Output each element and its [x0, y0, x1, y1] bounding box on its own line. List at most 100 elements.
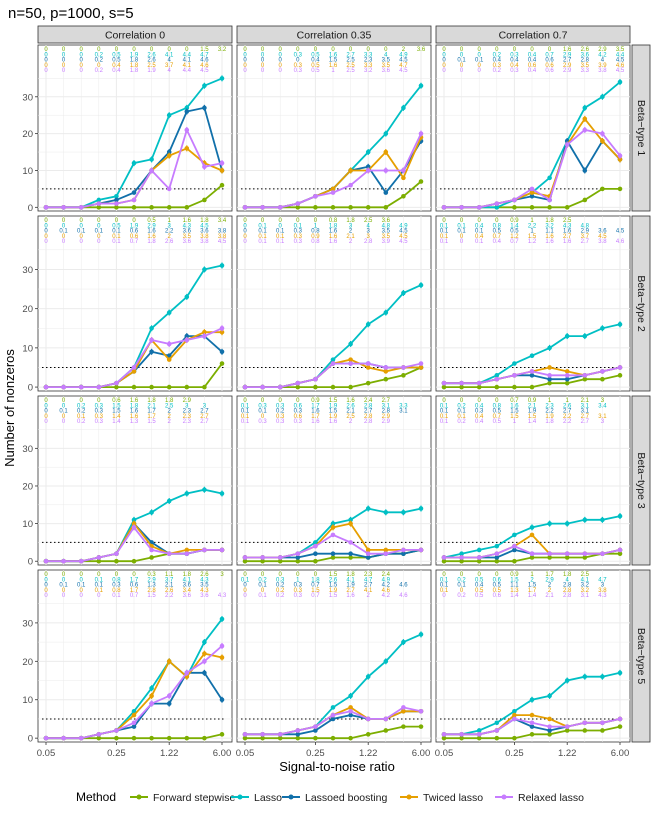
count-label: 0	[80, 223, 84, 229]
data-point	[365, 205, 371, 210]
count-label: 0	[279, 68, 283, 74]
count-label: 3.3	[364, 52, 373, 58]
count-label: 1.9	[147, 68, 156, 74]
legend-title: Method	[76, 790, 116, 804]
data-point	[295, 551, 301, 557]
count-label: 3.1	[382, 403, 391, 409]
data-point	[441, 205, 447, 210]
count-label: 3.5	[183, 234, 192, 240]
strip-label-col-2: Correlation 0.7	[499, 30, 568, 42]
count-label: 1.5	[200, 47, 209, 53]
data-point	[441, 384, 447, 390]
count-label: 0.1	[475, 58, 484, 64]
count-label: 0.4	[510, 58, 519, 64]
data-point	[564, 551, 570, 557]
count-label: 0	[261, 398, 265, 404]
count-label: 3	[220, 572, 224, 578]
count-label: 0.5	[493, 588, 502, 594]
data-point	[131, 205, 137, 210]
data-point	[512, 384, 517, 390]
data-point	[494, 551, 500, 557]
count-label: 0	[44, 583, 48, 589]
count-label: 0	[80, 577, 84, 583]
data-point	[401, 193, 406, 199]
data-point	[494, 558, 500, 564]
count-label: 2.9	[147, 577, 156, 583]
count-label: 0	[442, 218, 446, 224]
count-label: 3.8	[598, 588, 607, 594]
count-label: 0	[44, 572, 48, 578]
data-point	[166, 310, 172, 315]
count-label: 0	[80, 47, 84, 53]
data-point	[547, 551, 552, 557]
count-label: 0	[62, 234, 66, 240]
count-label: 1.6	[130, 414, 139, 420]
data-point	[582, 105, 588, 111]
count-label: 4.6	[616, 63, 625, 69]
data-point	[295, 205, 301, 210]
data-point	[114, 735, 119, 741]
count-label: 0.1	[276, 234, 285, 240]
count-label: 0	[44, 419, 48, 425]
count-label: 1.7	[311, 403, 320, 409]
data-point	[313, 724, 318, 729]
count-label: 0.2	[77, 403, 86, 409]
count-label: 0	[314, 218, 318, 224]
data-point	[260, 384, 265, 390]
data-point	[401, 105, 406, 111]
count-label: 4.5	[616, 229, 625, 235]
data-point	[166, 205, 172, 210]
data-point	[348, 735, 353, 741]
data-point	[547, 373, 552, 378]
count-label: 4.7	[399, 63, 408, 69]
data-point	[149, 701, 154, 706]
data-point	[365, 547, 371, 553]
count-label: 0.1	[440, 403, 449, 409]
data-point	[459, 380, 464, 386]
count-label: 3.5	[382, 234, 391, 240]
count-label: 0.1	[440, 239, 449, 245]
count-label: 2.1	[165, 583, 174, 589]
data-point	[43, 735, 49, 741]
data-point	[313, 540, 318, 545]
count-label: 0	[44, 229, 48, 235]
count-label: 2.9	[147, 223, 156, 229]
count-label: 0	[62, 572, 66, 578]
count-label: 0.5	[493, 409, 502, 415]
count-label: 3.6	[382, 218, 391, 224]
data-point	[348, 205, 353, 210]
count-label: 2.6	[563, 403, 572, 409]
data-point	[582, 674, 588, 679]
data-point	[348, 182, 353, 188]
count-label: 1.4	[112, 414, 121, 420]
count-label: 1.7	[147, 414, 156, 420]
count-label: 4.6	[200, 63, 209, 69]
data-point	[61, 558, 66, 564]
count-label: 0.8	[311, 239, 320, 245]
data-point	[494, 555, 500, 560]
count-label: 2.8	[581, 58, 590, 64]
data-point	[149, 205, 154, 210]
count-label: 0	[97, 234, 101, 240]
count-label: 2.3	[364, 58, 373, 64]
data-point	[219, 168, 225, 173]
count-label: 1	[548, 398, 552, 404]
count-label: 2.8	[563, 593, 572, 599]
data-point	[459, 555, 464, 560]
data-point	[219, 349, 225, 355]
count-label: 1.7	[545, 572, 554, 578]
data-point	[277, 555, 283, 560]
count-label: 0.6	[493, 593, 502, 599]
count-label: 1.5	[510, 577, 519, 583]
count-label: 0	[243, 239, 247, 245]
data-point	[418, 724, 424, 729]
count-label: 3.8	[200, 239, 209, 245]
count-label: 1.9	[346, 583, 355, 589]
count-label: 4.1	[183, 58, 192, 64]
data-point	[476, 558, 482, 564]
x-tick-label: 0.25	[107, 748, 126, 759]
panel-frame	[435, 215, 631, 392]
count-label: 0.5	[311, 52, 320, 58]
data-point	[547, 376, 552, 382]
count-label: 1.6	[147, 229, 156, 235]
